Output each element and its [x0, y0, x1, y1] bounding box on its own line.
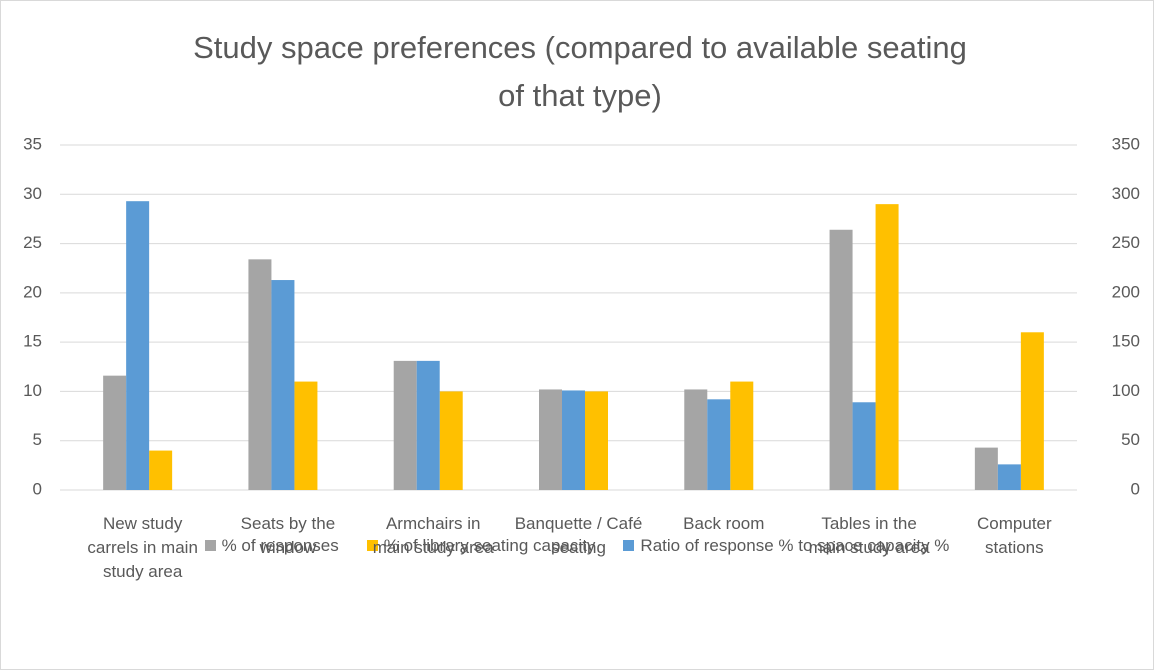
- bar: [149, 450, 173, 490]
- y-tick-label: 35: [23, 134, 42, 153]
- x-tick-label: Computer stations: [977, 514, 1052, 557]
- bar: [562, 390, 585, 490]
- y-tick-label: 20: [23, 282, 42, 301]
- bar: [103, 375, 127, 490]
- bar: [829, 229, 853, 490]
- y2-tick-label: 200: [1112, 282, 1140, 301]
- bar: [416, 360, 440, 490]
- bar: [539, 389, 562, 490]
- y-tick-label: 15: [23, 332, 42, 351]
- legend-label: % of library seating capacity: [383, 536, 596, 555]
- x-tick-label: Seats by the window: [240, 514, 336, 557]
- x-tick-label: Armchairs in main study area: [372, 514, 494, 557]
- legend-item: Ratio of response % to space capacity %: [623, 536, 949, 556]
- x-tick-label: Back room: [683, 514, 765, 533]
- legend-item: % of library seating capacity: [366, 536, 596, 556]
- bar: [875, 204, 899, 490]
- y2-tick-label: 150: [1112, 332, 1140, 351]
- chart-title: Study space preferences (compared to ava…: [193, 30, 967, 113]
- y2-tick-label: 50: [1121, 430, 1140, 449]
- y2-tick-label: 350: [1112, 134, 1140, 153]
- y2-tick-label: 100: [1112, 381, 1140, 400]
- bar: [585, 391, 608, 490]
- y-tick-label: 30: [23, 184, 42, 203]
- bar: [294, 381, 318, 490]
- y-tick-label: 10: [23, 381, 42, 400]
- y2-tick-label: 0: [1131, 479, 1140, 498]
- bar: [852, 402, 876, 490]
- bar: [248, 259, 272, 490]
- y2-tick-label: 300: [1112, 184, 1140, 203]
- legend: % of responses % of library seating capac…: [0, 536, 1154, 556]
- legend-label: Ratio of response % to space capacity %: [640, 536, 950, 555]
- bar: [974, 447, 998, 490]
- legend-item: % of responses: [204, 536, 339, 556]
- legend-swatch: [623, 540, 635, 551]
- bar: [997, 464, 1021, 490]
- x-tick-label: New study carrels in main study area: [87, 514, 198, 581]
- y-tick-label: 5: [33, 430, 42, 449]
- y2-tick-label: 250: [1112, 233, 1140, 252]
- bar: [393, 360, 417, 490]
- legend-swatch: [204, 540, 216, 551]
- legend-label: % of responses: [221, 536, 339, 555]
- bar: [730, 381, 754, 490]
- x-tick-label: Tables in the main study area: [808, 514, 930, 557]
- bar: [684, 389, 708, 490]
- y-tick-label: 25: [23, 233, 42, 252]
- legend-swatch: [366, 540, 378, 551]
- bar: [439, 391, 463, 490]
- x-tick-label: Banquette / Café seating: [514, 514, 643, 557]
- bar: [126, 201, 150, 490]
- bar: [271, 280, 295, 490]
- bar: [707, 399, 731, 490]
- bar: [1020, 332, 1044, 490]
- y-tick-label: 0: [33, 479, 42, 498]
